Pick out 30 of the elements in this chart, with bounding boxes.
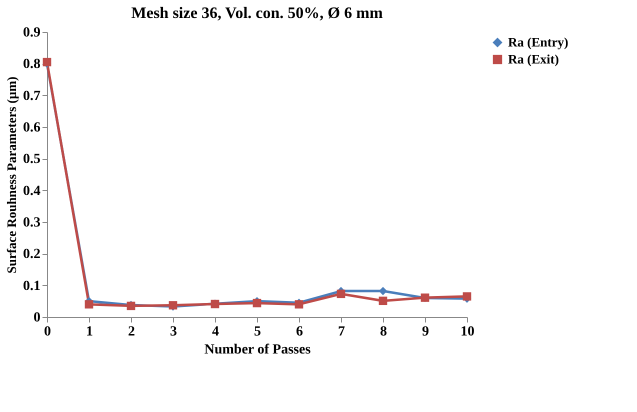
y-tick-label: 0.8 [23, 57, 40, 72]
y-tick-label: 0.4 [23, 184, 40, 199]
x-tick-label: 6 [296, 324, 303, 340]
x-tick-label: 3 [170, 324, 177, 340]
y-tick-label: 0.9 [23, 26, 40, 40]
x-axis-title: Number of Passes [204, 342, 312, 358]
point [84, 300, 94, 309]
y-tick-label: 0.2 [23, 247, 40, 262]
y-tick-label: 0.3 [23, 216, 40, 230]
legend-label: Ra (Entry) [508, 34, 568, 50]
y-tick-label: 0.1 [23, 278, 40, 294]
x-tick-label: 8 [380, 324, 387, 340]
x-tick-label: 10 [460, 324, 474, 340]
y-tick-label: 0.7 [23, 88, 40, 104]
point [378, 296, 388, 306]
y-axis-title: Surface Rouhness Parameters (µm) [4, 76, 19, 274]
x-tick-label: 1 [86, 324, 93, 340]
x-tick-label: 2 [128, 324, 135, 340]
point [378, 286, 388, 296]
legend-label: Ra (Exit) [508, 52, 559, 66]
x-tick-label: 7 [338, 324, 345, 340]
y-tick-label: 0 [34, 310, 40, 326]
y-tick-label: 0.5 [23, 152, 40, 168]
point [336, 290, 346, 298]
x-tick-label: 0 [44, 324, 51, 340]
x-tick-label: 4 [212, 324, 219, 340]
x-tick-label: 9 [422, 324, 429, 340]
y-tick-label: 0.6 [23, 120, 40, 136]
chart-title: Mesh size 36, Vol. con. 50%, Ø 6 mm [131, 5, 384, 22]
x-tick-label: 5 [254, 324, 261, 340]
